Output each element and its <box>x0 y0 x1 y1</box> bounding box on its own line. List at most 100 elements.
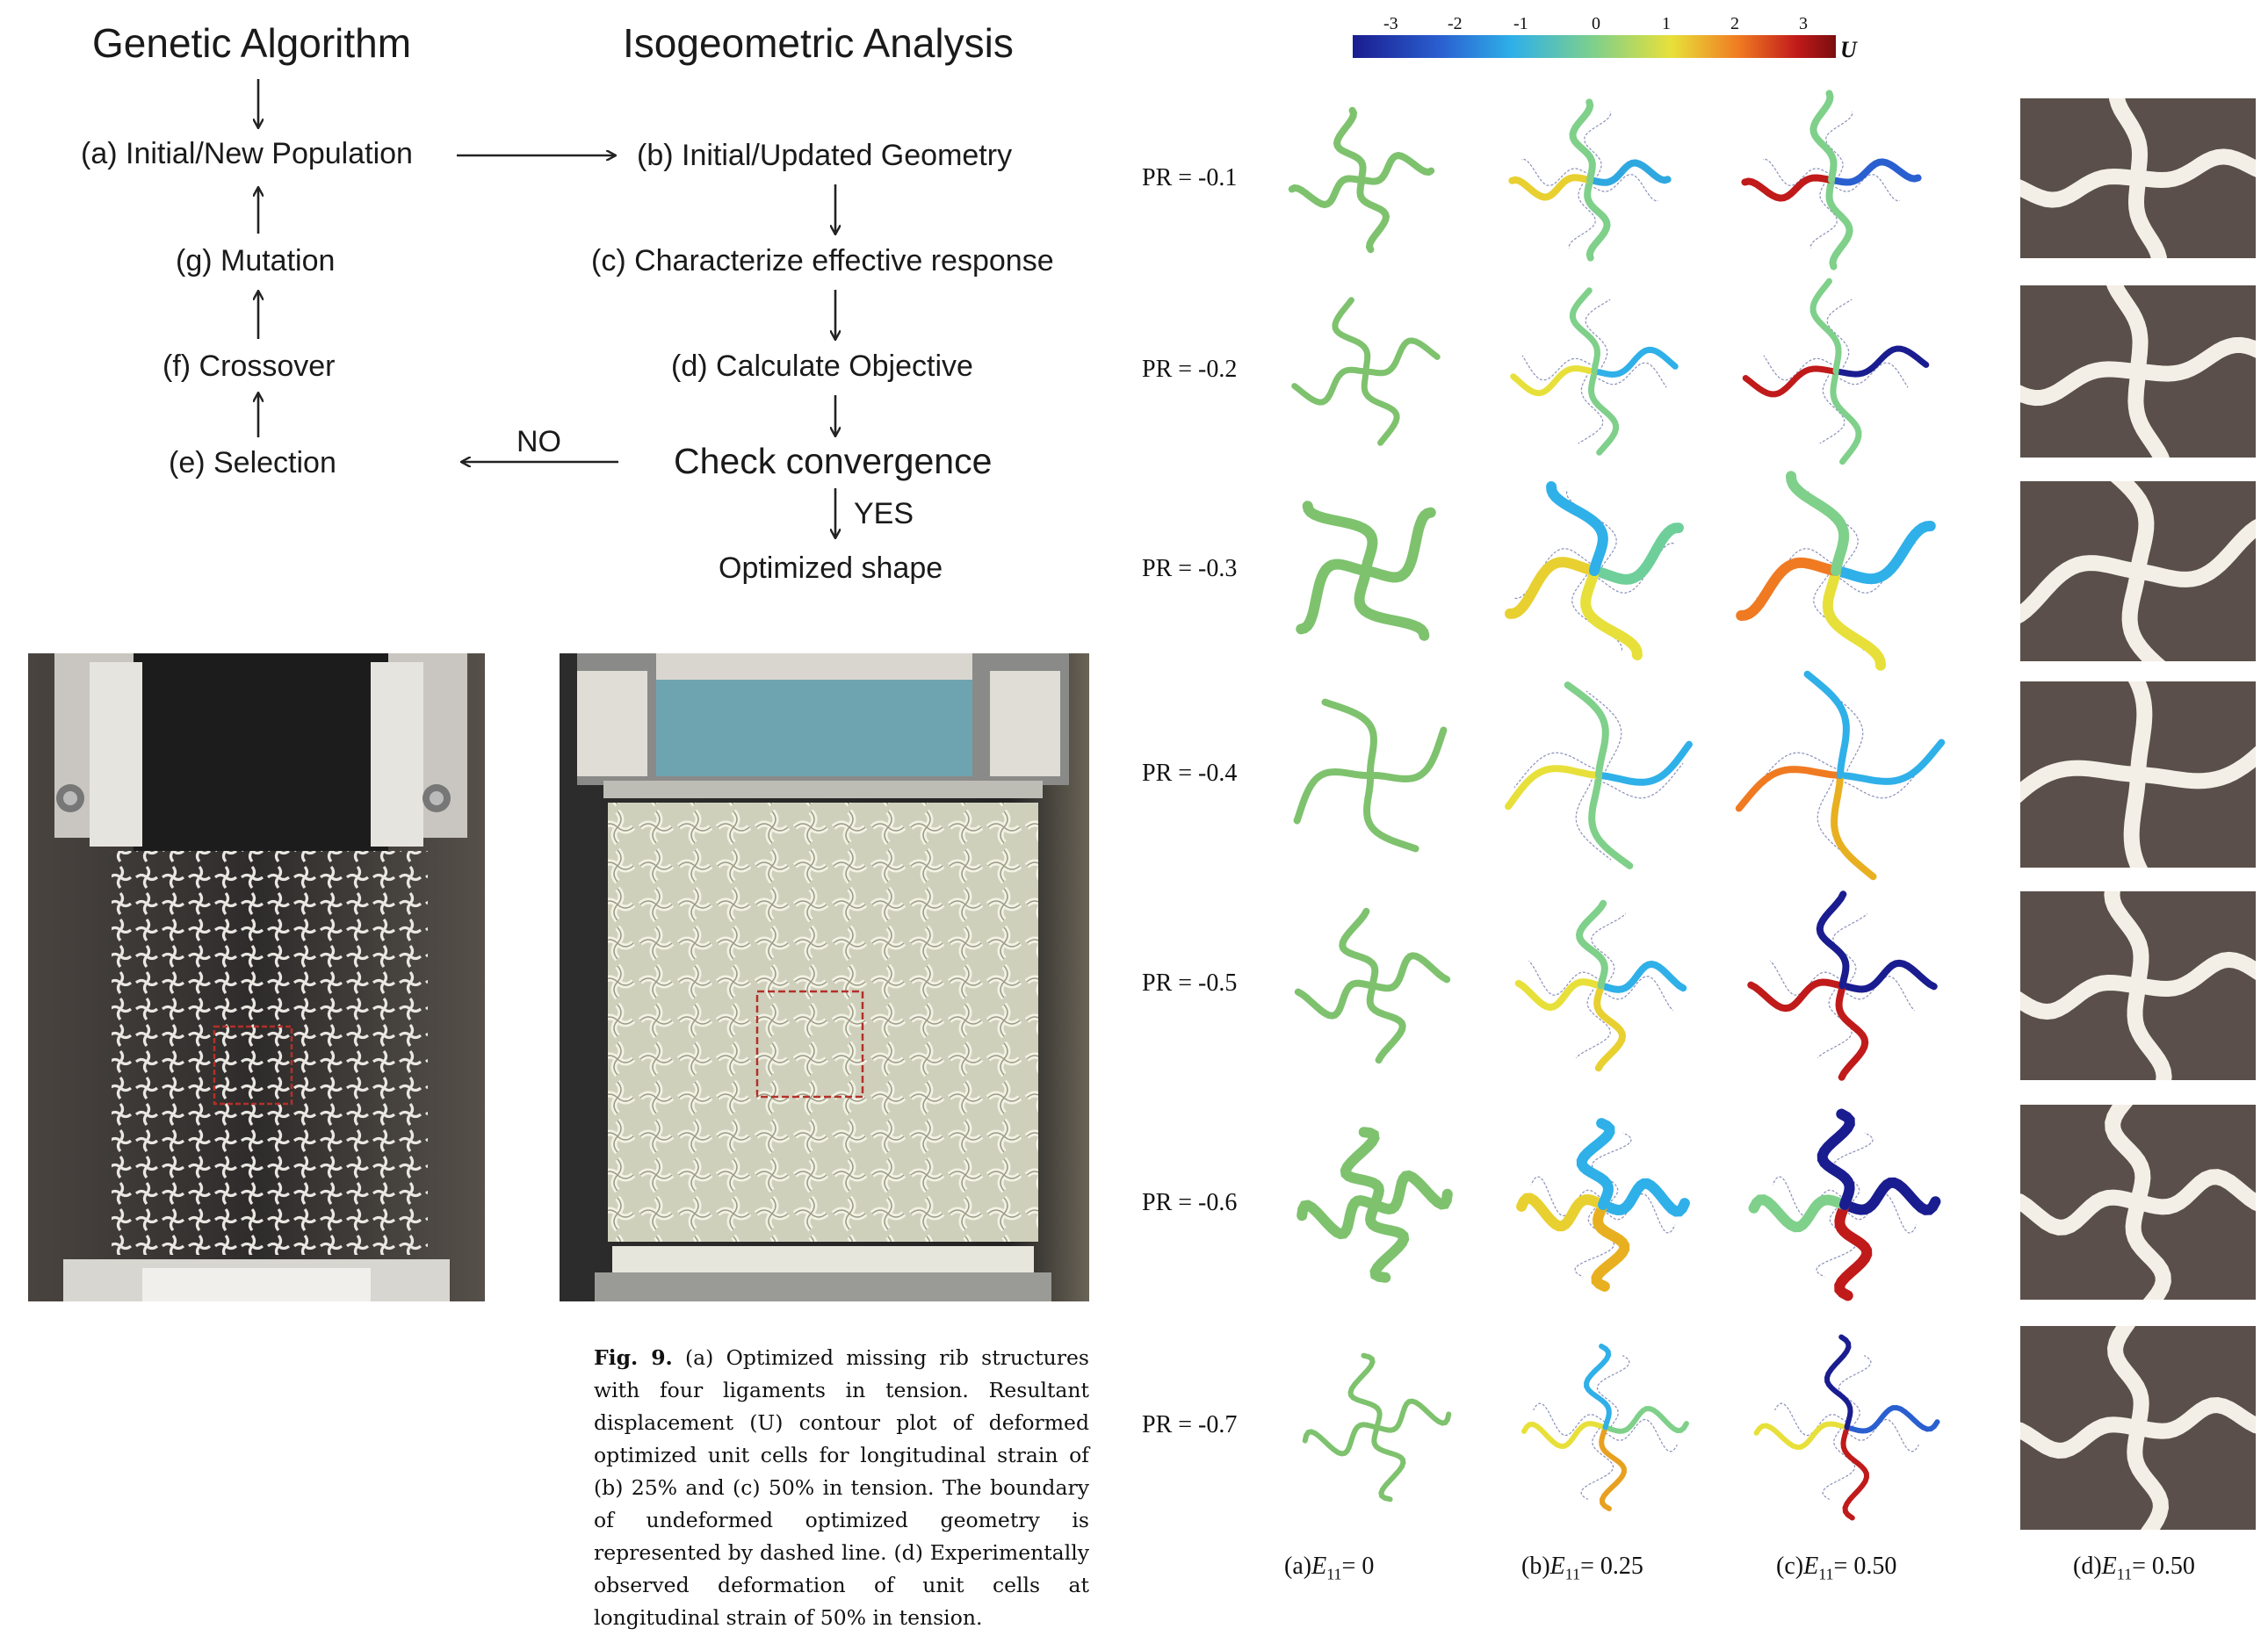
ligament-arm <box>1803 670 1850 779</box>
ligament-arm <box>1510 365 1598 397</box>
ligament-arm <box>1508 174 1593 201</box>
experimental-photo <box>2020 891 2256 1080</box>
ligament-arm <box>1584 177 1611 262</box>
undeformed-outline <box>1513 548 1595 600</box>
colorbar-tick: 0 <box>1592 14 1600 33</box>
undeformed-outline <box>1578 371 1604 444</box>
step-b-label: (b) Initial/Updated Geometry <box>637 139 1013 172</box>
ligament-arm <box>1332 297 1371 375</box>
rope-arm <box>2020 975 2146 1020</box>
ligament-arm <box>1825 177 1853 270</box>
undeformed-outline <box>1600 975 1673 1011</box>
optimized-shape-label: Optimized shape <box>719 551 943 585</box>
ligament-arm <box>1584 1343 1612 1430</box>
rope-arm <box>2130 951 2256 997</box>
colorbar-tick: 1 <box>1662 14 1671 33</box>
ligament-arm <box>1735 766 1844 812</box>
unit-cell-strain-50 <box>1736 471 1936 671</box>
ligament-arm <box>1347 1352 1383 1430</box>
ligament-arm <box>1369 951 1451 991</box>
ligament-arm <box>1597 960 1687 993</box>
unit-cell-strain-50 <box>1753 1334 1940 1520</box>
ligament-arm <box>1369 1170 1453 1214</box>
unit-cell-undeformed <box>1288 106 1435 254</box>
flowchart-arrows <box>0 79 1107 615</box>
ligament-arm <box>1516 1193 1608 1232</box>
ligament-arm <box>1296 559 1371 635</box>
undeformed-outline <box>1575 775 1612 861</box>
rope-arm <box>2105 1105 2151 1210</box>
ligament-arm <box>1831 772 1877 881</box>
yes-label: YES <box>854 497 914 530</box>
ligament-arm <box>1356 177 1390 254</box>
undeformed-outline <box>1817 775 1853 861</box>
undeformed-outline <box>1513 752 1600 789</box>
rope-arm <box>2104 891 2149 994</box>
ligament-arm <box>1831 521 1936 585</box>
ligament-arm <box>1302 501 1378 576</box>
unit-cell-strain-50 <box>1741 90 1922 270</box>
unit-cell-undeformed <box>1297 1127 1453 1283</box>
ligament-arm <box>1371 1424 1406 1502</box>
caption-text: (a) Optimized missing rib structures wit… <box>594 1345 1089 1630</box>
caption-fig-label: Fig. 9. <box>594 1345 673 1370</box>
undeformed-outline <box>1568 179 1596 249</box>
ligament-arm <box>1367 726 1448 782</box>
no-label: NO <box>516 425 561 458</box>
step-a-label: (a) Initial/New Population <box>81 137 413 170</box>
ligament-arm <box>1361 507 1436 583</box>
ligament-arm <box>1569 98 1596 184</box>
experimental-photo <box>2020 1105 2256 1300</box>
ligament-arm <box>1786 471 1850 576</box>
ligament-arm <box>1339 907 1379 989</box>
ligament-arm <box>1835 982 1869 1081</box>
ligament-arm <box>1564 681 1609 779</box>
experimental-photo <box>2020 1326 2256 1530</box>
experimental-photo <box>2020 285 2256 458</box>
unit-cell-strain-50 <box>1748 1108 1941 1301</box>
rope-arm <box>2103 285 2149 379</box>
undeformed-outline <box>1838 1354 1872 1428</box>
undeformed-outline <box>1575 984 1611 1058</box>
ligament-arm <box>1293 768 1374 825</box>
unit-cell-strain-50 <box>1742 277 1930 465</box>
pr-row-label: PR = -0.6 <box>1142 1189 1238 1216</box>
ligament-arm <box>1505 765 1602 811</box>
undeformed-outline <box>1773 1402 1847 1436</box>
ligament-arm <box>1747 978 1846 1012</box>
ligament-arm <box>1816 890 1850 989</box>
undeformed-outline <box>1520 158 1591 186</box>
undeformed-outline <box>1827 690 1864 776</box>
unit-cell-undeformed <box>1293 698 1448 853</box>
ligament-arm <box>1505 557 1600 619</box>
ligament-arm <box>1591 346 1679 378</box>
flowchart: Genetic Algorithm Isogeometric Analysis … <box>0 0 1107 615</box>
ligament-arm <box>1586 159 1672 186</box>
rope-arm <box>2106 1326 2149 1436</box>
ligament-arm <box>1748 1194 1850 1233</box>
ligament-arm <box>1837 739 1946 785</box>
ligament-arm <box>1374 1397 1452 1433</box>
undeformed-outline <box>1819 371 1845 444</box>
undeformed-outline <box>1528 960 1601 996</box>
pr-row-label: PR = -0.7 <box>1142 1411 1238 1438</box>
ligament-arm <box>1753 1420 1850 1450</box>
rope-arm <box>2020 555 2146 628</box>
rope-arm <box>2130 1169 2256 1215</box>
rope-arm <box>2127 170 2168 258</box>
unit-cell-undeformed <box>1296 501 1436 641</box>
rope-arm <box>2108 98 2149 186</box>
unit-cell-strain-25 <box>1505 481 1684 660</box>
rope-arm <box>2020 1416 2146 1459</box>
ligament-arm <box>1602 1405 1689 1434</box>
ligament-arm <box>1294 979 1376 1020</box>
rope-arm <box>2130 515 2256 587</box>
undeformed-outline <box>1580 1426 1614 1500</box>
ligament-arm <box>1365 1200 1410 1283</box>
rope-arm <box>2127 977 2172 1080</box>
experimental-photo <box>2020 98 2256 258</box>
ligament-arm <box>1589 523 1684 585</box>
undeformed-outline <box>1598 762 1684 799</box>
undeformed-outline <box>1532 1402 1606 1436</box>
undeformed-outline <box>1822 1426 1856 1500</box>
